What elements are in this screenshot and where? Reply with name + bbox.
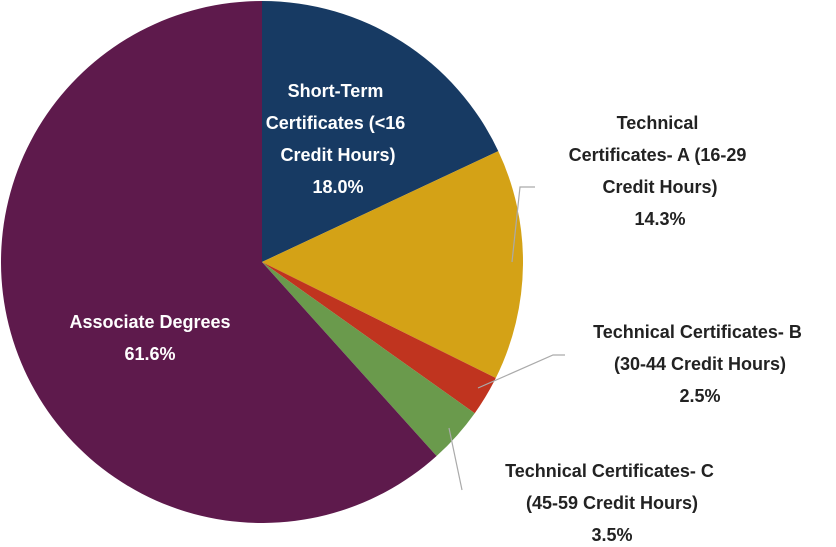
value-label: 2.5% xyxy=(679,386,720,406)
slice-label: Technical Certificates- A (16-29 Credit … xyxy=(569,113,752,197)
label-line: Technical Certificates- C xyxy=(505,461,719,481)
pie-slice xyxy=(262,262,475,457)
label-line: Credit Hours) xyxy=(280,145,395,165)
label-line: Technical Certificates- B xyxy=(593,322,807,342)
pie-slice xyxy=(0,1,437,523)
pie-slice xyxy=(262,1,499,262)
slice-label: Technical Certificates- B (30-44 Credit … xyxy=(593,322,807,374)
slice-label: Short-Term Certificates (<16 Credit Hour… xyxy=(266,81,411,165)
slice-label: Technical Certificates- C (45-59 Credit … xyxy=(505,461,719,513)
leader-line xyxy=(477,354,565,389)
label-line: Associate Degrees xyxy=(69,312,230,332)
leader-line xyxy=(511,186,535,263)
label-line: (45-59 Credit Hours) xyxy=(526,493,698,513)
label-line: Short-Term xyxy=(288,81,389,101)
label-line: Technical xyxy=(617,113,704,133)
label-line: Credit Hours) xyxy=(602,177,717,197)
pie-slice xyxy=(262,262,496,414)
value-label: 3.5% xyxy=(591,525,632,545)
pie-slice xyxy=(262,151,523,379)
slice-label: Associate Degrees xyxy=(69,312,230,332)
value-label: 18.0% xyxy=(312,177,363,197)
value-label: 14.3% xyxy=(634,209,685,229)
label-line: (30-44 Credit Hours) xyxy=(614,354,786,374)
leader-line xyxy=(448,427,463,491)
label-line: Certificates- A (16-29 xyxy=(569,145,752,165)
value-label: 61.6% xyxy=(124,344,175,364)
label-line: Certificates (<16 xyxy=(266,113,411,133)
